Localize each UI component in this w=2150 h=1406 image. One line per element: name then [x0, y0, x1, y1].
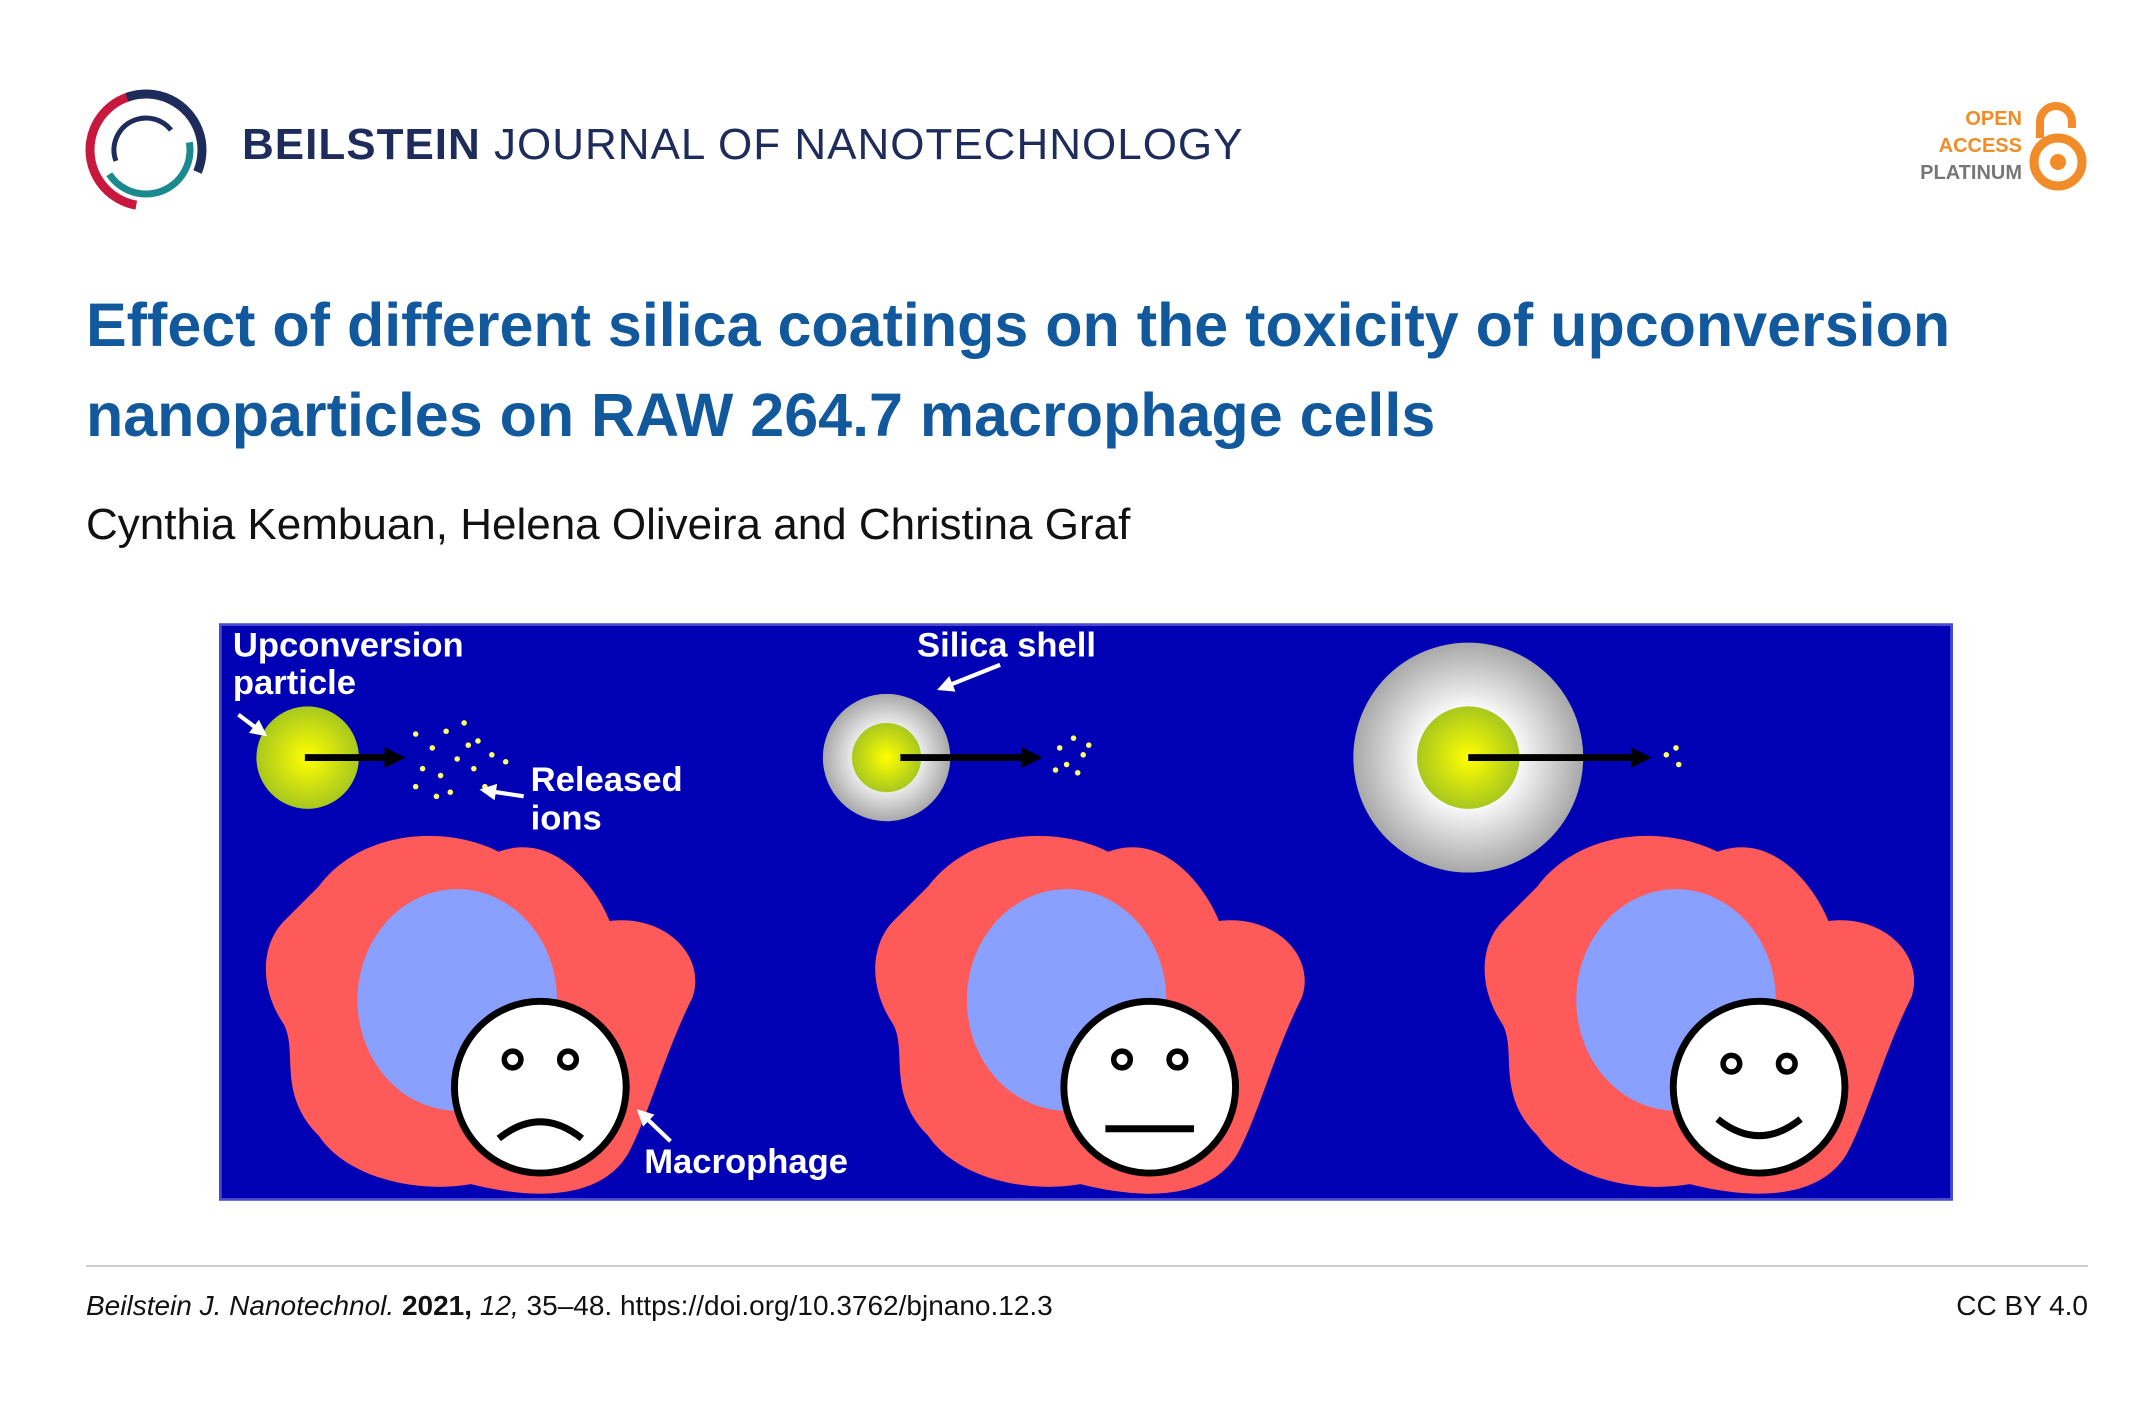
figure-label: Silica shell — [917, 626, 1096, 664]
footer-rule — [86, 1265, 2088, 1267]
label-arrows — [237, 662, 1001, 1143]
citation-journal: Beilstein J. Nanotechnol. — [86, 1290, 395, 1321]
cell-panel — [875, 835, 1305, 1194]
figure-label: Released — [531, 761, 683, 799]
figure-label: Upconversion — [233, 626, 464, 664]
journal-name: BEILSTEIN JOURNAL OF NANOTECHNOLOGY — [242, 120, 1243, 170]
citation: Beilstein J. Nanotechnol. 2021, 12, 35–4… — [86, 1290, 1053, 1322]
citation-year: 2021, — [401, 1290, 473, 1321]
open-access-badge: OPEN ACCESS PLATINUM — [1920, 106, 2022, 187]
article-authors: Cynthia Kembuan, Helena Oliveira and Chr… — [86, 500, 1131, 549]
figure-label: Macrophage — [644, 1143, 848, 1181]
figure-label: ions — [531, 800, 602, 838]
badge-line: ACCESS — [1938, 135, 2022, 157]
license: CC BY 4.0 — [1956, 1290, 2088, 1321]
open-access-lock — [2029, 102, 2087, 191]
citation-doi: https://doi.org/10.3762/bjnano.12.3 — [619, 1290, 1053, 1321]
journal-logo — [85, 89, 207, 211]
journal-name-rest: JOURNAL OF NANOTECHNOLOGY — [494, 120, 1244, 169]
badge-line: OPEN — [1965, 108, 2022, 130]
citation-pages: 35–48. — [526, 1290, 613, 1321]
citation-volume: 12, — [479, 1290, 519, 1321]
article-title: Effect of different silica coatings on t… — [86, 291, 1951, 449]
badge-line: PLATINUM — [1920, 162, 2022, 184]
journal-name-bold: BEILSTEIN — [242, 120, 481, 169]
cell-panel — [265, 835, 696, 1194]
figure-label: particle — [233, 664, 356, 702]
graphical-abstract: Upconversion particle Released ions Sili… — [219, 623, 1953, 1201]
cell-panel — [1484, 835, 1915, 1194]
particles — [256, 642, 1682, 873]
